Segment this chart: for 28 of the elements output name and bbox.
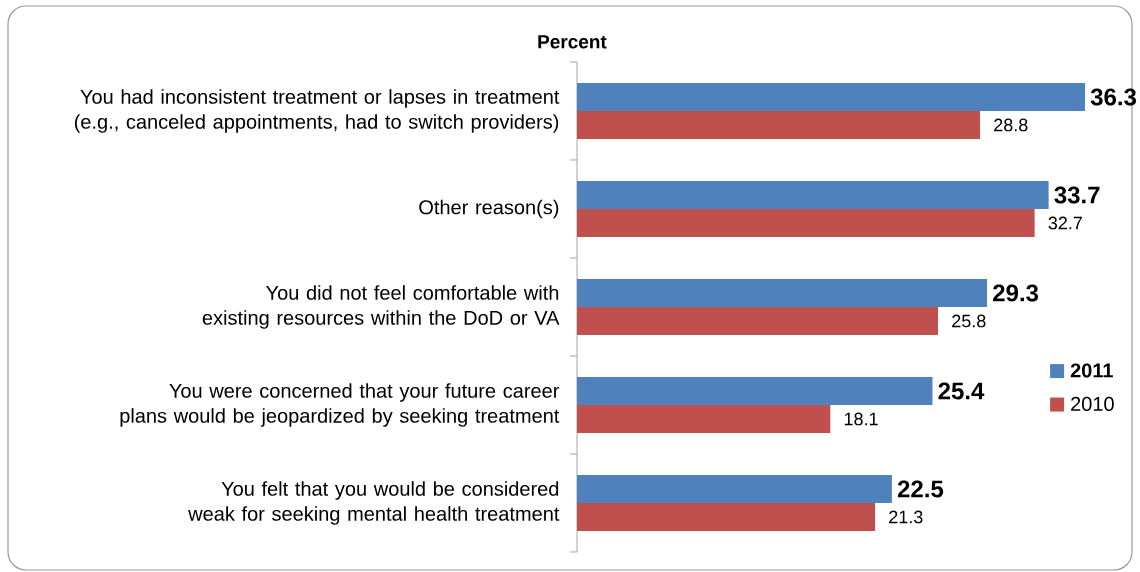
- y-tick-label: Other reason(s): [419, 199, 559, 219]
- bar: [577, 502, 876, 531]
- bar: [577, 404, 831, 433]
- data-label: 25.8: [952, 314, 986, 328]
- bar: [577, 110, 981, 139]
- bar: [577, 180, 1049, 209]
- y-tick-label: You did not feel comfortable with existing resources within the DoD or VA: [202, 285, 560, 329]
- legend-label: 2010: [1071, 396, 1114, 411]
- data-label: 28.8: [994, 118, 1028, 132]
- data-label: 32.7: [1048, 216, 1082, 230]
- bar: [577, 208, 1035, 237]
- bar: [577, 376, 933, 405]
- data-label: 21.3: [889, 510, 923, 524]
- data-label: 33.7: [1054, 186, 1100, 204]
- data-label: 22.5: [897, 480, 944, 498]
- y-tick-label: You had inconsistent treatment or lapses in treatment (e.g., canceled appointments, had to switch providers): [74, 89, 560, 133]
- legend-label: 2011: [1070, 363, 1113, 378]
- chart-title: Percent: [538, 35, 607, 49]
- y-tick-label: You were concerned that your future career plans would be jeopardized by seeking treatment: [120, 383, 560, 427]
- bar: [577, 474, 892, 503]
- y-tick-label: You felt that you would be considered weak for seeking mental health treatment: [188, 481, 560, 525]
- bar: [577, 82, 1085, 111]
- data-label: 18.1: [844, 412, 878, 426]
- data-label: 25.4: [938, 382, 985, 400]
- bar: [577, 278, 988, 307]
- data-label: 29.3: [993, 284, 1039, 302]
- bar: [577, 306, 939, 335]
- data-label: 36.3: [1090, 88, 1137, 106]
